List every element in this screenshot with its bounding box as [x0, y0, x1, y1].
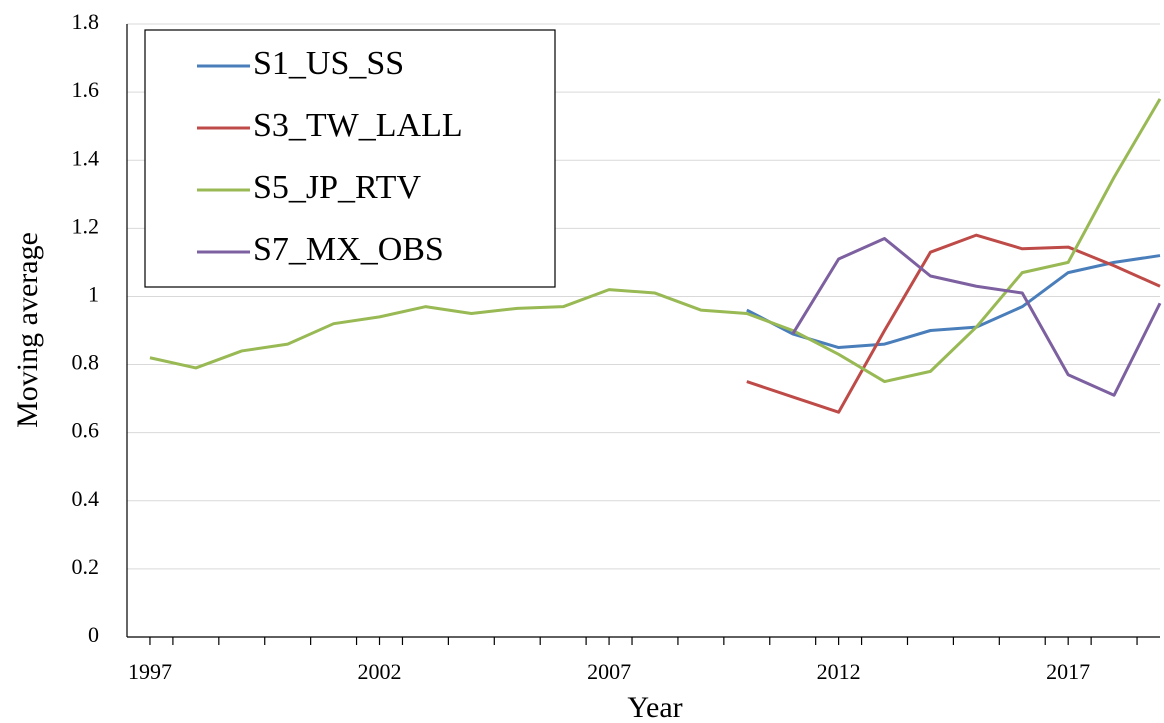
y-tick-label: 0.8 — [72, 350, 100, 375]
x-tick-label: 1997 — [128, 659, 172, 684]
legend-label: S1_US_SS — [253, 45, 404, 82]
legend-label: S7_MX_OBS — [253, 231, 444, 268]
legend-label: S5_JP_RTV — [253, 169, 421, 206]
series-line — [746, 254, 1161, 350]
series-line — [746, 233, 1161, 414]
legend-box — [144, 29, 556, 288]
x-tick-label: 2002 — [358, 659, 402, 684]
y-tick-label: 1.2 — [72, 213, 100, 238]
x-axis-label: Year — [627, 691, 682, 723]
y-tick-label: 0.4 — [72, 486, 100, 511]
y-tick-label: 0.2 — [72, 554, 100, 579]
legend-label: S3_TW_LALL — [253, 107, 463, 144]
x-tick-label: 2012 — [817, 659, 861, 684]
y-tick-label: 1.6 — [72, 77, 100, 102]
x-tick-label: 2017 — [1046, 659, 1090, 684]
y-tick-label: 1 — [88, 281, 99, 306]
series-line — [791, 237, 1162, 397]
y-tick-label: 0 — [88, 622, 99, 647]
y-tick-label: 1.4 — [72, 145, 100, 170]
x-tick-label: 2007 — [587, 659, 631, 684]
y-tick-label: 1.8 — [72, 9, 100, 34]
series-line — [149, 98, 1162, 384]
y-tick-label: 0.6 — [72, 418, 100, 443]
y-axis-label: Moving average — [11, 232, 44, 428]
